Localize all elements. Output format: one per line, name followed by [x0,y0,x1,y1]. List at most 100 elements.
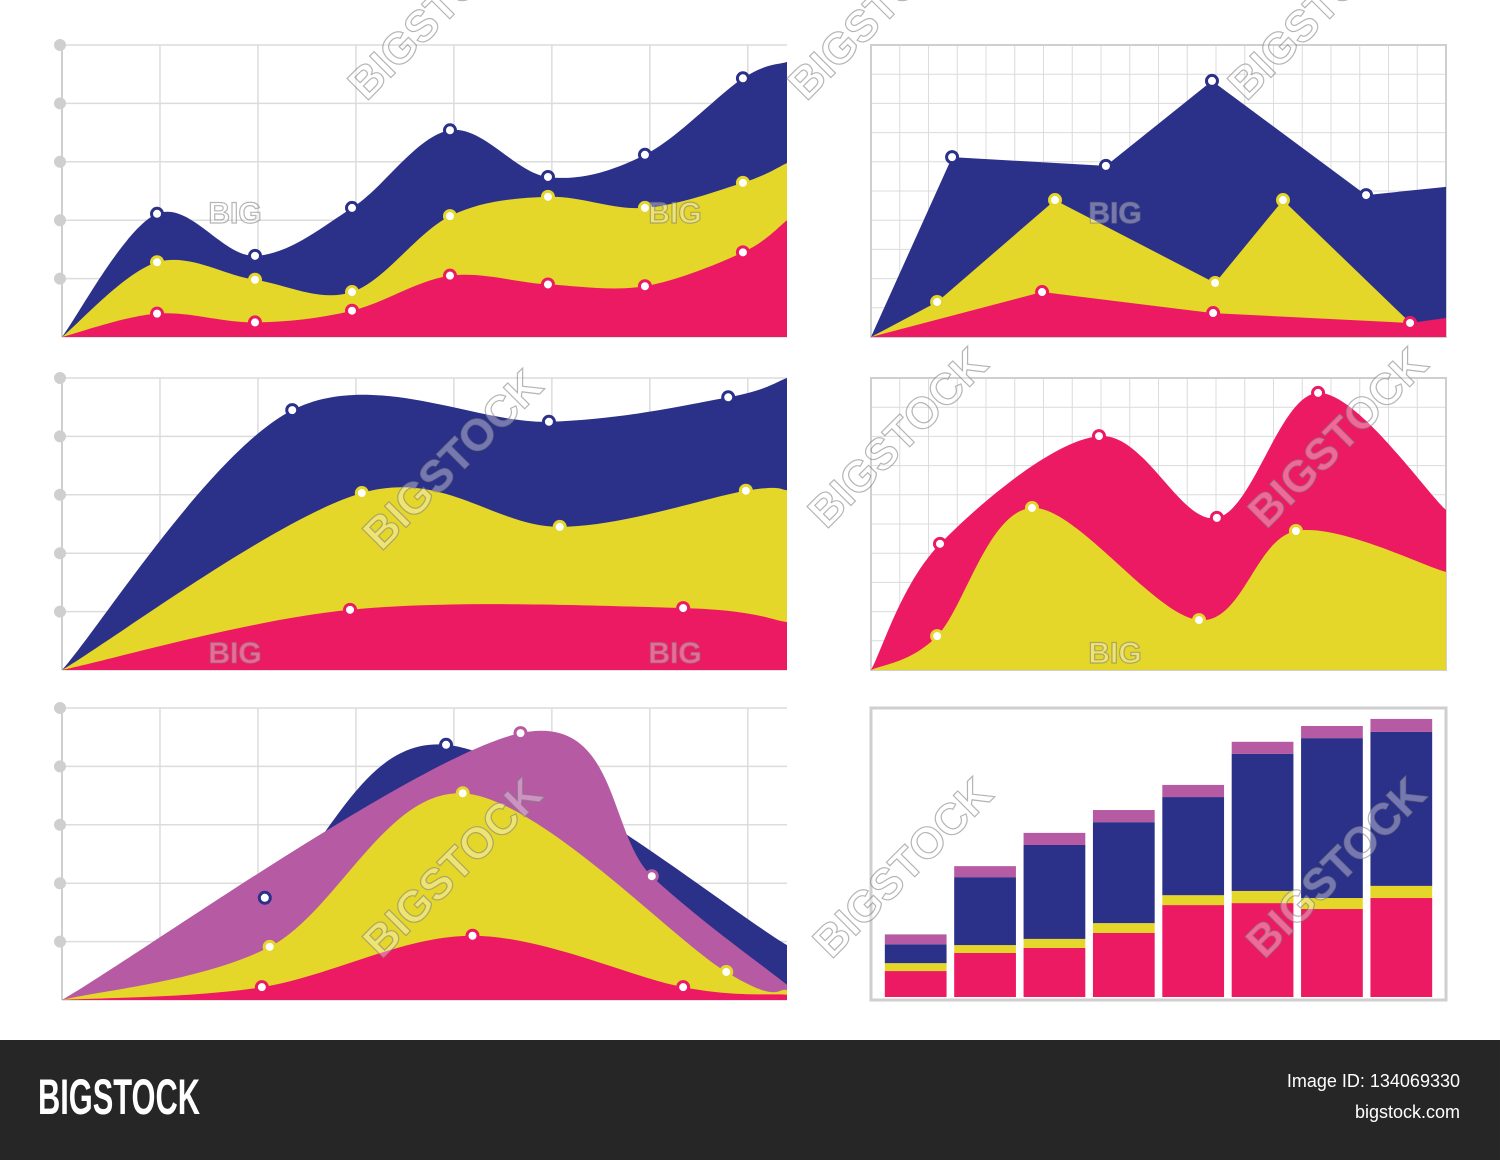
bar-segment [1370,885,1433,899]
watermark: BIG [648,637,701,670]
point-marker [1209,510,1224,525]
bar-segment [1231,741,1294,754]
point-marker [1275,193,1290,208]
axis-dot [54,214,66,227]
point-marker [439,737,454,752]
bar-segment [1162,797,1225,896]
area [62,604,787,670]
point-marker [1091,429,1106,444]
axis-dot [54,605,66,618]
point-marker [248,272,263,287]
bar-segment [884,934,947,945]
watermark: BIG [1088,637,1141,670]
point-marker [1403,315,1418,330]
bar-segment [954,877,1016,946]
point-marker [552,519,567,534]
bar-segment [1092,822,1155,924]
point-marker [637,279,652,294]
point-marker [637,147,652,162]
point-marker [738,483,753,498]
point-marker [721,390,736,405]
point-marker [442,268,457,283]
point-marker [676,601,691,616]
footer-bar [0,1040,1500,1160]
watermark: BIG [208,197,261,230]
point-marker [150,206,165,221]
axis-dot [54,372,66,384]
bar-segment [1301,738,1363,899]
bar-segment [1023,845,1086,939]
point-marker [257,890,272,905]
watermark: BIG [208,637,261,670]
footer-image-id: Image ID: 134069330 [1287,1071,1460,1091]
bar-segment [954,866,1016,878]
axis-dot [54,488,66,501]
point-marker [285,403,300,418]
point-marker [1098,158,1113,173]
axis-dot [54,272,66,285]
point-marker [735,71,750,86]
point-marker [735,175,750,190]
chart [869,706,1448,1002]
chart [870,377,1447,671]
point-marker [1035,285,1050,300]
point-marker [930,629,945,644]
point-marker [540,169,555,184]
bar-segment [954,945,1016,954]
point-marker [637,200,652,215]
bar-segment [1023,947,1086,997]
point-marker [1048,193,1062,208]
point-marker [150,306,165,321]
bar-segment [1301,898,1363,910]
point-marker [945,150,960,165]
area [62,793,787,1000]
axis-dot [54,702,66,714]
axis-dot [54,155,66,168]
point-marker [1192,613,1207,628]
point-marker [465,928,480,943]
charts [54,39,1448,1002]
axis-dot [54,935,66,948]
point-marker [455,786,470,801]
point-marker [354,486,369,501]
area [871,292,1446,337]
axis-dot [54,877,66,890]
bar-segment [1092,932,1155,997]
bar-segment [1162,905,1225,997]
footer-site: bigstock.com [1355,1102,1460,1122]
chart [54,372,787,671]
point-marker [540,277,555,292]
point-marker [1206,306,1221,321]
bar-segment [1162,784,1225,798]
point-marker [345,200,359,215]
bar-segment [1370,731,1433,886]
point-marker [248,315,263,330]
bar-segment [884,963,947,972]
bar-segment [1301,725,1363,739]
axis-dot [54,547,66,560]
bar-segment [884,971,947,997]
chart [54,702,787,1001]
point-marker [254,980,269,995]
bar-segment [1023,938,1086,948]
bar-segment [1231,753,1294,891]
point-marker [345,303,359,318]
point-marker [540,189,555,204]
point-marker [735,245,750,260]
point-marker [644,869,659,884]
bar-segment [954,953,1016,997]
point-marker [1359,188,1374,203]
bar-segment [1231,890,1294,904]
point-marker [1311,385,1326,400]
axis-dot [54,97,66,110]
axis-dot [54,760,66,773]
bar-segment [1092,810,1155,823]
bar-segment [1301,909,1363,997]
point-marker [1208,275,1223,290]
point-marker [930,294,945,309]
axis-dot [54,818,66,831]
point-marker [1025,500,1039,515]
chart [54,39,787,338]
area [62,935,787,1000]
